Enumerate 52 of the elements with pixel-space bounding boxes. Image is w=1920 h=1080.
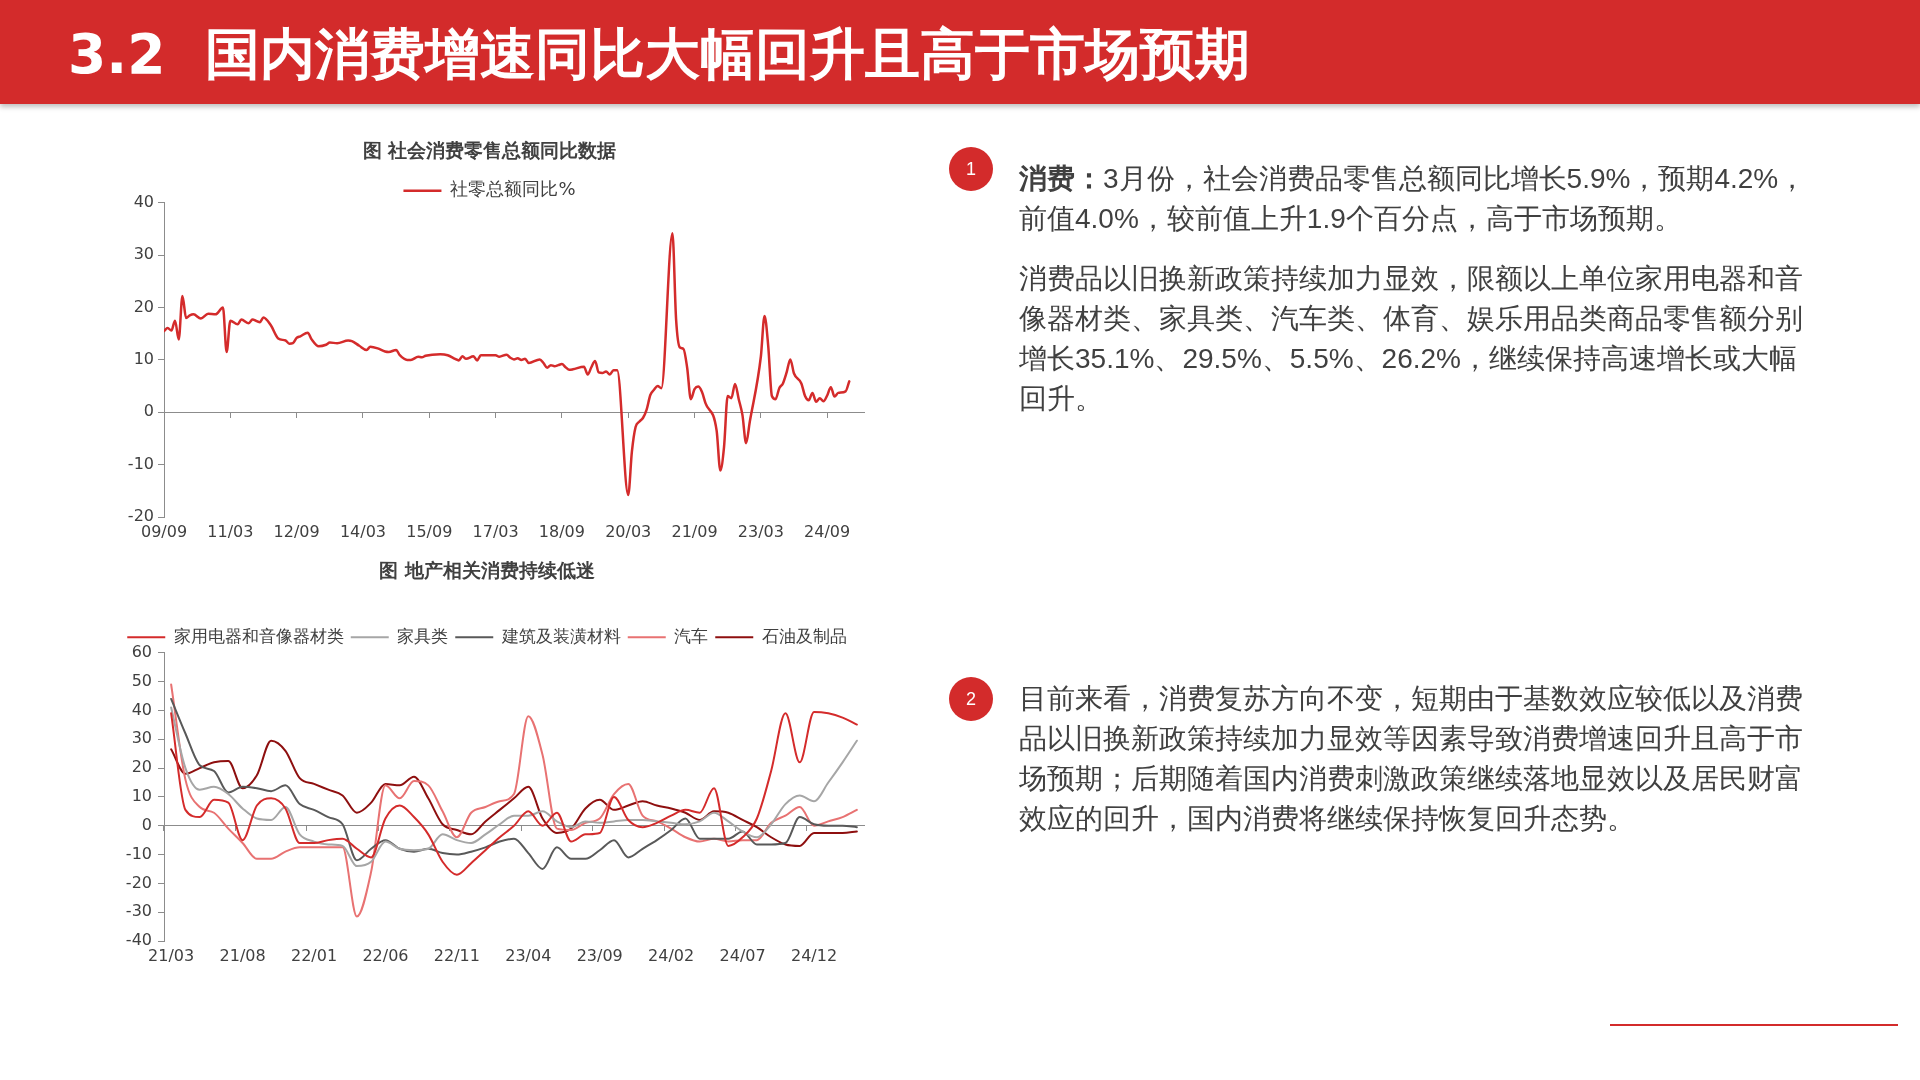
x-tick-label: 12/09 bbox=[273, 521, 320, 541]
x-tick-label: 22/01 bbox=[290, 945, 338, 965]
y-tick-label: 10 bbox=[133, 349, 154, 369]
x-tick-label: 24/07 bbox=[719, 945, 766, 965]
text: 消费： bbox=[1019, 163, 1103, 194]
x-tick-label: 20/03 bbox=[605, 521, 652, 541]
x-tick-label: 11/03 bbox=[207, 521, 254, 541]
x-tick-label: 21/08 bbox=[219, 945, 266, 965]
y-tick-label: 40 bbox=[131, 699, 152, 719]
x-tick-label: 23/04 bbox=[505, 945, 552, 965]
y-tick-label: 50 bbox=[131, 670, 152, 690]
y-tick-label: 40 bbox=[133, 191, 154, 211]
x-tick-label: 24/12 bbox=[790, 945, 838, 965]
y-tick-label: -20 bbox=[125, 872, 152, 892]
legend-label: 家具类 bbox=[397, 625, 449, 646]
x-tick-label: 24/09 bbox=[804, 521, 851, 541]
x-tick-label: 17/03 bbox=[472, 521, 519, 541]
x-tick-label: 23/03 bbox=[737, 521, 784, 541]
y-tick-label: 10 bbox=[131, 786, 152, 806]
legend-label: 汽车 bbox=[674, 625, 709, 646]
x-tick-label: 14/03 bbox=[339, 521, 386, 541]
y-tick-label: 20 bbox=[133, 296, 154, 316]
text: 目前来看，消费复苏方向不变，短期由于基数效应较低以及消费品以旧换新政策持续加力显效等因素导致消费增速回升且高于市场预期；后期随着国内消费刺激政策继续落地显效以及居民财富效应的回升，国内消费将继续保持恢复回升态势。 bbox=[1019, 682, 1804, 836]
y-tick-label: 0 bbox=[141, 814, 152, 834]
number-badge: 1 bbox=[949, 147, 993, 191]
text: 消费品以旧换新政策持续加力显效，限额以上单位家用电器和音像器材类、家具类、汽车类、体育、娱乐用品类商品零售额分别增长35.1%、29.5%、5.5%、26.2%，继续保持高速增长或大幅回升。 bbox=[1019, 262, 1804, 416]
line-series bbox=[170, 739, 858, 847]
x-tick-label: 22/11 bbox=[433, 945, 480, 965]
legend-label: 建筑及装潢材料 bbox=[500, 625, 621, 646]
chart-title: 图 地产相关消费持续低迷 bbox=[379, 559, 595, 582]
y-tick-label: -10 bbox=[125, 843, 152, 863]
x-tick-label: 15/09 bbox=[406, 521, 453, 541]
chart-title: 图 社会消费零售总额同比数据 bbox=[362, 139, 617, 162]
legend-label: 家用电器和音像器材类 bbox=[173, 625, 344, 646]
line-series bbox=[164, 231, 851, 497]
y-tick-label: -10 bbox=[127, 453, 154, 473]
x-tick-label: 24/02 bbox=[648, 945, 695, 965]
text: 3.2 国内消费增速同比大幅回升且高于市场预期 bbox=[68, 21, 1250, 88]
x-tick-label: 21/09 bbox=[671, 521, 718, 541]
legend-label: 社零总额同比% bbox=[450, 178, 576, 200]
y-tick-label: -30 bbox=[125, 901, 152, 921]
x-tick-label: 23/09 bbox=[576, 945, 623, 965]
y-tick-label: 60 bbox=[131, 641, 152, 661]
y-tick-label: 0 bbox=[143, 401, 154, 421]
y-tick-label: 30 bbox=[133, 244, 154, 264]
y-tick-label: 30 bbox=[131, 728, 152, 748]
legend-label: 石油及制品 bbox=[761, 625, 847, 646]
line-series bbox=[170, 683, 858, 918]
y-tick-label: 20 bbox=[131, 757, 152, 777]
x-tick-label: 18/09 bbox=[538, 521, 585, 541]
x-tick-label: 22/06 bbox=[362, 945, 409, 965]
number-badge: 2 bbox=[949, 677, 993, 721]
